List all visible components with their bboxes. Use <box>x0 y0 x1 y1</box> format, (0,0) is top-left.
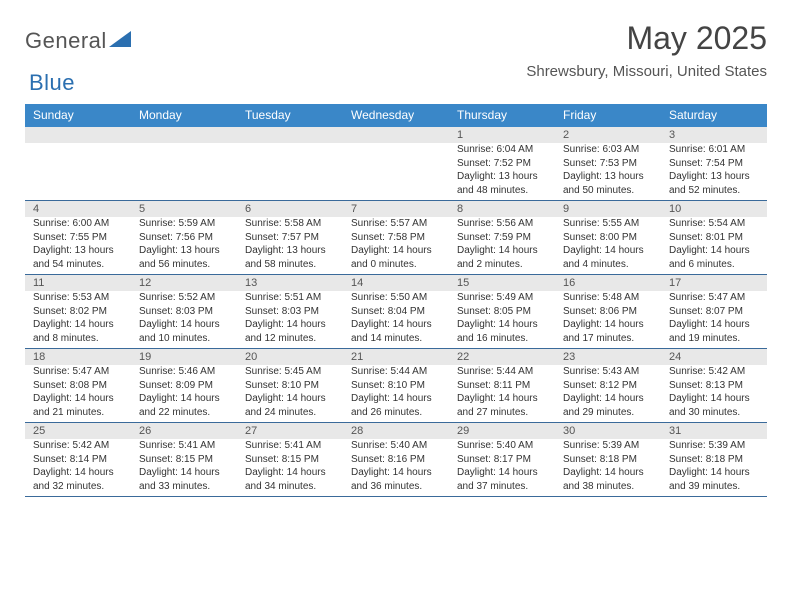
daynum-cell: 30 <box>555 423 661 439</box>
day-cell: Sunrise: 5:46 AMSunset: 8:09 PMDaylight:… <box>131 365 237 422</box>
daynum-cell <box>237 127 343 143</box>
daynum-cell: 1 <box>449 127 555 143</box>
daynum-cell <box>343 127 449 143</box>
week-4: Sunrise: 5:42 AMSunset: 8:14 PMDaylight:… <box>25 439 767 497</box>
day-cell: Sunrise: 5:39 AMSunset: 8:18 PMDaylight:… <box>555 439 661 496</box>
daynum-cell: 3 <box>661 127 767 143</box>
week-3: Sunrise: 5:47 AMSunset: 8:08 PMDaylight:… <box>25 365 767 423</box>
daynum-cell: 16 <box>555 275 661 291</box>
daynum-cell: 31 <box>661 423 767 439</box>
week-4-daynums: 25262728293031 <box>25 423 767 439</box>
daynum-cell: 29 <box>449 423 555 439</box>
daynum-cell: 19 <box>131 349 237 365</box>
day-cell: Sunrise: 6:01 AMSunset: 7:54 PMDaylight:… <box>661 143 767 200</box>
weekday-monday: Monday <box>131 104 237 127</box>
day-cell: Sunrise: 5:51 AMSunset: 8:03 PMDaylight:… <box>237 291 343 348</box>
weekday-header: SundayMondayTuesdayWednesdayThursdayFrid… <box>25 104 767 127</box>
week-0-daynums: 123 <box>25 127 767 143</box>
day-cell: Sunrise: 5:47 AMSunset: 8:08 PMDaylight:… <box>25 365 131 422</box>
day-cell <box>343 143 449 200</box>
day-cell: Sunrise: 5:57 AMSunset: 7:58 PMDaylight:… <box>343 217 449 274</box>
month-title: May 2025 <box>526 20 767 57</box>
day-cell: Sunrise: 6:04 AMSunset: 7:52 PMDaylight:… <box>449 143 555 200</box>
day-cell <box>131 143 237 200</box>
calendar-body: 123Sunrise: 6:04 AMSunset: 7:52 PMDaylig… <box>25 127 767 497</box>
day-cell: Sunrise: 5:49 AMSunset: 8:05 PMDaylight:… <box>449 291 555 348</box>
week-1: Sunrise: 6:00 AMSunset: 7:55 PMDaylight:… <box>25 217 767 275</box>
daynum-cell: 22 <box>449 349 555 365</box>
daynum-cell: 18 <box>25 349 131 365</box>
day-cell: Sunrise: 5:48 AMSunset: 8:06 PMDaylight:… <box>555 291 661 348</box>
daynum-cell: 21 <box>343 349 449 365</box>
day-cell: Sunrise: 6:00 AMSunset: 7:55 PMDaylight:… <box>25 217 131 274</box>
daynum-cell: 28 <box>343 423 449 439</box>
calendar: SundayMondayTuesdayWednesdayThursdayFrid… <box>25 104 767 497</box>
day-cell: Sunrise: 5:56 AMSunset: 7:59 PMDaylight:… <box>449 217 555 274</box>
week-2-daynums: 11121314151617 <box>25 275 767 291</box>
daynum-cell <box>25 127 131 143</box>
week-0: Sunrise: 6:04 AMSunset: 7:52 PMDaylight:… <box>25 143 767 201</box>
daynum-cell: 8 <box>449 201 555 217</box>
logo-general: General <box>25 28 107 54</box>
daynum-cell: 2 <box>555 127 661 143</box>
day-cell: Sunrise: 5:41 AMSunset: 8:15 PMDaylight:… <box>131 439 237 496</box>
day-cell: Sunrise: 5:42 AMSunset: 8:14 PMDaylight:… <box>25 439 131 496</box>
logo-mark-icon <box>109 29 135 54</box>
day-cell: Sunrise: 6:03 AMSunset: 7:53 PMDaylight:… <box>555 143 661 200</box>
weekday-friday: Friday <box>555 104 661 127</box>
day-cell: Sunrise: 5:52 AMSunset: 8:03 PMDaylight:… <box>131 291 237 348</box>
day-cell: Sunrise: 5:44 AMSunset: 8:10 PMDaylight:… <box>343 365 449 422</box>
daynum-cell: 13 <box>237 275 343 291</box>
daynum-cell: 9 <box>555 201 661 217</box>
day-cell <box>237 143 343 200</box>
day-cell: Sunrise: 5:45 AMSunset: 8:10 PMDaylight:… <box>237 365 343 422</box>
week-3-daynums: 18192021222324 <box>25 349 767 365</box>
daynum-cell: 11 <box>25 275 131 291</box>
logo: General <box>25 20 135 54</box>
day-cell: Sunrise: 5:47 AMSunset: 8:07 PMDaylight:… <box>661 291 767 348</box>
day-cell: Sunrise: 5:41 AMSunset: 8:15 PMDaylight:… <box>237 439 343 496</box>
daynum-cell <box>131 127 237 143</box>
day-cell: Sunrise: 5:39 AMSunset: 8:18 PMDaylight:… <box>661 439 767 496</box>
weekday-wednesday: Wednesday <box>343 104 449 127</box>
weekday-saturday: Saturday <box>661 104 767 127</box>
day-cell: Sunrise: 5:55 AMSunset: 8:00 PMDaylight:… <box>555 217 661 274</box>
daynum-cell: 6 <box>237 201 343 217</box>
daynum-cell: 23 <box>555 349 661 365</box>
daynum-cell: 26 <box>131 423 237 439</box>
day-cell: Sunrise: 5:44 AMSunset: 8:11 PMDaylight:… <box>449 365 555 422</box>
day-cell: Sunrise: 5:42 AMSunset: 8:13 PMDaylight:… <box>661 365 767 422</box>
weekday-thursday: Thursday <box>449 104 555 127</box>
logo-blue: Blue <box>29 70 75 96</box>
daynum-cell: 7 <box>343 201 449 217</box>
daynum-cell: 17 <box>661 275 767 291</box>
day-cell: Sunrise: 5:58 AMSunset: 7:57 PMDaylight:… <box>237 217 343 274</box>
day-cell: Sunrise: 5:43 AMSunset: 8:12 PMDaylight:… <box>555 365 661 422</box>
week-2: Sunrise: 5:53 AMSunset: 8:02 PMDaylight:… <box>25 291 767 349</box>
day-cell: Sunrise: 5:50 AMSunset: 8:04 PMDaylight:… <box>343 291 449 348</box>
title-block: May 2025 Shrewsbury, Missouri, United St… <box>526 20 767 80</box>
daynum-cell: 14 <box>343 275 449 291</box>
daynum-cell: 27 <box>237 423 343 439</box>
day-cell: Sunrise: 5:40 AMSunset: 8:16 PMDaylight:… <box>343 439 449 496</box>
daynum-cell: 20 <box>237 349 343 365</box>
daynum-cell: 5 <box>131 201 237 217</box>
daynum-cell: 4 <box>25 201 131 217</box>
weekday-tuesday: Tuesday <box>237 104 343 127</box>
day-cell <box>25 143 131 200</box>
location-subtitle: Shrewsbury, Missouri, United States <box>526 63 767 80</box>
weekday-sunday: Sunday <box>25 104 131 127</box>
daynum-cell: 15 <box>449 275 555 291</box>
daynum-cell: 24 <box>661 349 767 365</box>
daynum-cell: 25 <box>25 423 131 439</box>
day-cell: Sunrise: 5:53 AMSunset: 8:02 PMDaylight:… <box>25 291 131 348</box>
day-cell: Sunrise: 5:40 AMSunset: 8:17 PMDaylight:… <box>449 439 555 496</box>
week-1-daynums: 45678910 <box>25 201 767 217</box>
daynum-cell: 12 <box>131 275 237 291</box>
day-cell: Sunrise: 5:59 AMSunset: 7:56 PMDaylight:… <box>131 217 237 274</box>
daynum-cell: 10 <box>661 201 767 217</box>
day-cell: Sunrise: 5:54 AMSunset: 8:01 PMDaylight:… <box>661 217 767 274</box>
